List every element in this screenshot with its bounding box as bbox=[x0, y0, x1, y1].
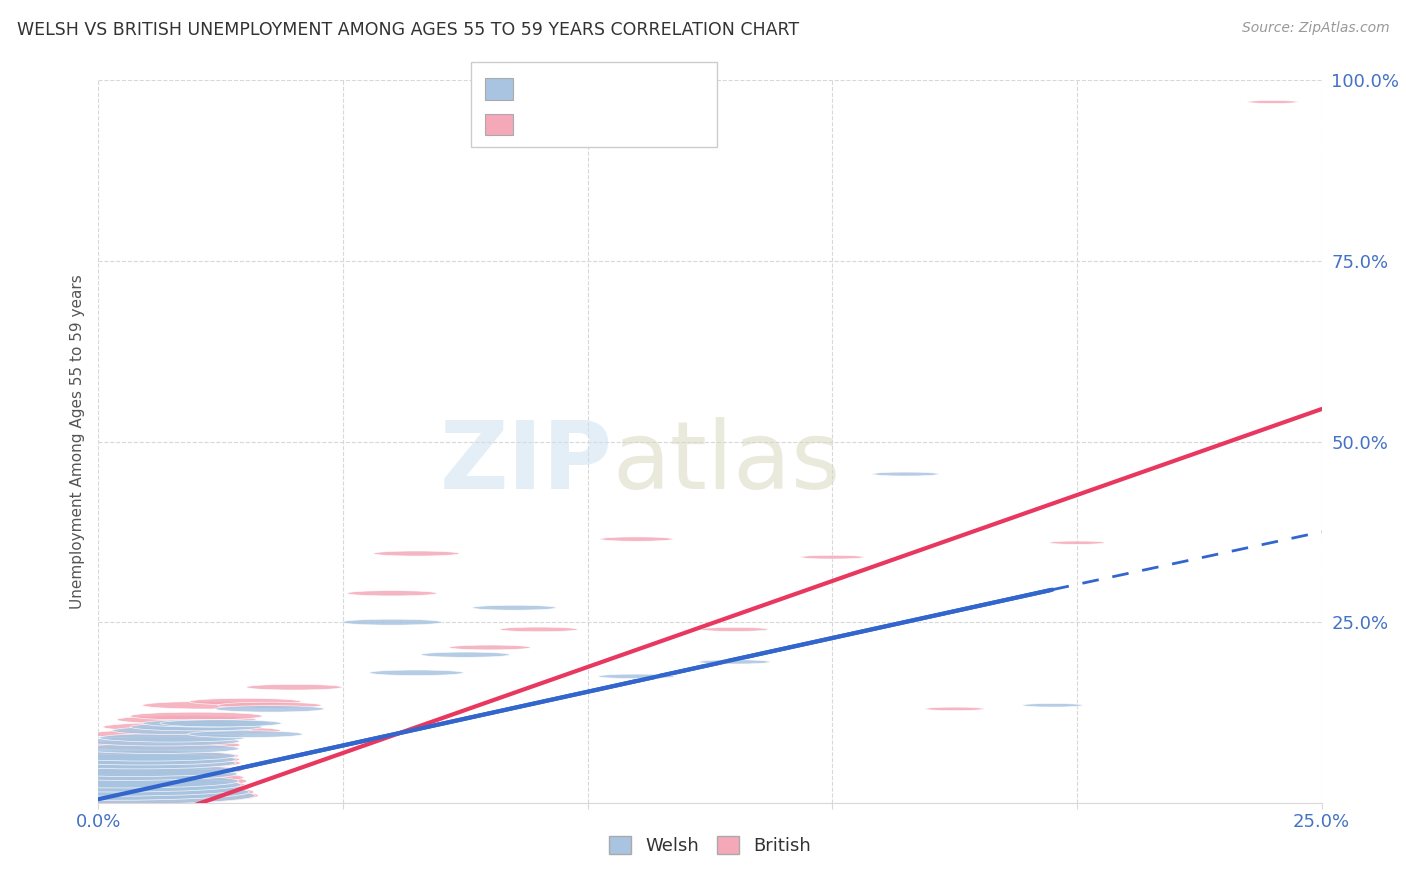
Ellipse shape bbox=[420, 652, 510, 657]
Text: WELSH VS BRITISH UNEMPLOYMENT AMONG AGES 55 TO 59 YEARS CORRELATION CHART: WELSH VS BRITISH UNEMPLOYMENT AMONG AGES… bbox=[17, 21, 799, 38]
Ellipse shape bbox=[873, 472, 939, 476]
Ellipse shape bbox=[49, 754, 236, 765]
Ellipse shape bbox=[600, 537, 673, 541]
Ellipse shape bbox=[0, 778, 242, 792]
Ellipse shape bbox=[0, 773, 247, 789]
Text: ZIP: ZIP bbox=[439, 417, 612, 509]
Ellipse shape bbox=[0, 787, 259, 805]
Ellipse shape bbox=[160, 727, 281, 734]
Ellipse shape bbox=[1247, 101, 1298, 103]
Y-axis label: Unemployment Among Ages 55 to 59 years: Unemployment Among Ages 55 to 59 years bbox=[69, 274, 84, 609]
Ellipse shape bbox=[190, 698, 301, 705]
Ellipse shape bbox=[499, 627, 578, 632]
Ellipse shape bbox=[76, 744, 239, 754]
Ellipse shape bbox=[215, 706, 325, 712]
Ellipse shape bbox=[112, 726, 252, 735]
Ellipse shape bbox=[103, 723, 250, 731]
Ellipse shape bbox=[472, 606, 557, 610]
Ellipse shape bbox=[45, 754, 240, 765]
Ellipse shape bbox=[700, 627, 769, 632]
Ellipse shape bbox=[18, 767, 238, 780]
Ellipse shape bbox=[0, 784, 249, 800]
Ellipse shape bbox=[59, 750, 236, 761]
Ellipse shape bbox=[117, 715, 256, 723]
Ellipse shape bbox=[449, 645, 530, 650]
Ellipse shape bbox=[0, 787, 256, 805]
Ellipse shape bbox=[699, 660, 770, 664]
Ellipse shape bbox=[39, 757, 236, 769]
Ellipse shape bbox=[246, 684, 342, 690]
Ellipse shape bbox=[142, 720, 270, 727]
Ellipse shape bbox=[1049, 541, 1105, 544]
Ellipse shape bbox=[27, 764, 238, 777]
Ellipse shape bbox=[342, 619, 443, 625]
Ellipse shape bbox=[129, 712, 263, 720]
Ellipse shape bbox=[347, 591, 437, 596]
Ellipse shape bbox=[0, 780, 246, 797]
Ellipse shape bbox=[370, 670, 464, 675]
Text: Source: ZipAtlas.com: Source: ZipAtlas.com bbox=[1241, 21, 1389, 35]
Ellipse shape bbox=[800, 555, 865, 559]
Ellipse shape bbox=[142, 701, 270, 709]
Ellipse shape bbox=[187, 731, 302, 738]
Ellipse shape bbox=[56, 750, 239, 761]
Ellipse shape bbox=[218, 702, 322, 708]
Text: atlas: atlas bbox=[612, 417, 841, 509]
Ellipse shape bbox=[22, 764, 242, 777]
Ellipse shape bbox=[374, 551, 460, 556]
Ellipse shape bbox=[84, 737, 239, 746]
Ellipse shape bbox=[35, 757, 240, 769]
Ellipse shape bbox=[1, 778, 245, 792]
Ellipse shape bbox=[7, 774, 239, 788]
Ellipse shape bbox=[925, 707, 984, 711]
Ellipse shape bbox=[598, 674, 675, 679]
Ellipse shape bbox=[129, 723, 263, 731]
Ellipse shape bbox=[75, 740, 240, 750]
Ellipse shape bbox=[0, 780, 249, 797]
Ellipse shape bbox=[160, 720, 281, 727]
Legend: Welsh, British: Welsh, British bbox=[602, 829, 818, 863]
Ellipse shape bbox=[13, 771, 243, 784]
Ellipse shape bbox=[90, 730, 245, 739]
Ellipse shape bbox=[0, 783, 254, 801]
Ellipse shape bbox=[98, 733, 245, 742]
Text: R = 0.686   N = 27: R = 0.686 N = 27 bbox=[524, 77, 710, 95]
Text: R = 0.524   N = 30: R = 0.524 N = 30 bbox=[524, 115, 710, 134]
Ellipse shape bbox=[1022, 704, 1083, 707]
